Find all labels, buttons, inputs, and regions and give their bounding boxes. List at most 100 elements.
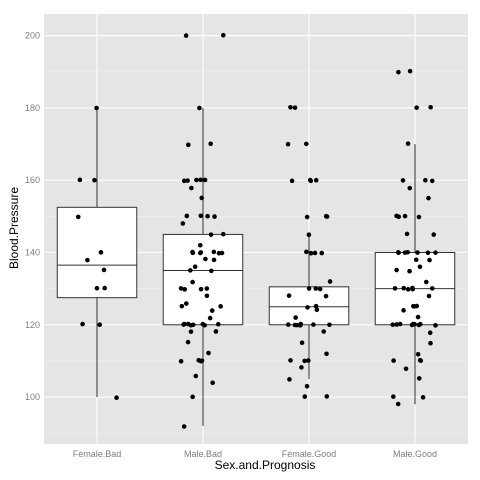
data-point: [212, 214, 217, 219]
data-point: [405, 249, 410, 255]
data-point: [401, 308, 406, 313]
data-point: [220, 32, 226, 38]
data-point: [323, 213, 329, 219]
data-point: [319, 250, 325, 256]
data-point: [395, 401, 401, 407]
data-point: [184, 301, 189, 306]
data-point: [391, 358, 396, 363]
data-point: [85, 257, 90, 263]
data-point: [97, 322, 102, 328]
data-point: [213, 329, 219, 334]
data-point: [433, 250, 438, 255]
data-point: [302, 358, 307, 364]
data-point: [394, 267, 399, 273]
data-point: [418, 358, 424, 363]
data-point: [75, 214, 81, 220]
data-point: [395, 250, 401, 255]
data-point: [298, 323, 303, 328]
data-point: [423, 177, 428, 183]
data-point: [203, 256, 208, 262]
data-point: [431, 232, 437, 237]
data-point: [400, 178, 406, 183]
data-point: [215, 321, 221, 327]
data-point: [189, 185, 194, 191]
data-point: [114, 395, 119, 401]
data-point: [286, 322, 291, 327]
x-tick-label: Male.Bad: [184, 449, 222, 459]
data-point: [390, 322, 396, 328]
data-point: [77, 177, 83, 183]
data-point: [427, 257, 432, 263]
data-point: [198, 286, 204, 292]
data-point: [305, 305, 310, 310]
data-point: [190, 250, 196, 256]
data-point: [304, 214, 310, 220]
data-point: [186, 142, 191, 148]
data-point: [299, 340, 305, 345]
data-point: [396, 69, 401, 75]
x-tick-label: Female.Bad: [73, 449, 122, 459]
data-point: [218, 304, 223, 309]
data-point: [199, 195, 204, 201]
data-point: [193, 373, 199, 379]
data-point: [181, 178, 187, 184]
data-point: [288, 358, 293, 363]
data-point: [409, 322, 415, 328]
data-point: [181, 322, 186, 327]
data-point: [306, 286, 312, 291]
data-point: [98, 250, 104, 255]
data-point: [220, 231, 226, 237]
data-point: [307, 177, 313, 183]
data-point: [190, 322, 196, 328]
data-point: [190, 279, 195, 285]
data-point: [287, 377, 292, 382]
x-tick-label: Female.Good: [282, 449, 337, 459]
data-point: [179, 303, 185, 309]
data-point: [198, 177, 203, 183]
data-point: [392, 286, 398, 291]
data-point: [190, 394, 195, 400]
data-point: [415, 314, 421, 320]
data-point: [209, 308, 215, 313]
data-point: [411, 304, 417, 309]
data-point: [424, 279, 429, 285]
data-point: [184, 213, 190, 219]
data-point: [94, 105, 99, 111]
data-point: [208, 141, 213, 147]
data-point: [197, 242, 203, 248]
data-point: [180, 221, 186, 226]
y-axis-title: Blood.Pressure: [7, 187, 21, 269]
box-female-bad: [56, 107, 138, 398]
data-point: [404, 231, 410, 237]
data-point: [324, 394, 330, 399]
data-point: [327, 279, 333, 284]
data-point: [288, 105, 293, 110]
y-tick-label: 160: [25, 175, 40, 185]
data-point: [192, 264, 198, 270]
data-point: [308, 250, 314, 256]
data-point: [324, 351, 329, 357]
box-iqr: [56, 206, 138, 299]
data-point: [306, 358, 311, 363]
data-point: [211, 257, 217, 263]
data-point: [285, 141, 291, 147]
data-point: [312, 250, 318, 256]
data-point: [182, 287, 188, 292]
data-point: [426, 195, 431, 201]
data-point: [428, 340, 433, 346]
data-point: [206, 350, 211, 356]
data-point: [407, 185, 413, 191]
data-point: [415, 351, 421, 357]
data-point: [401, 285, 407, 291]
data-point: [198, 250, 204, 255]
data-point: [314, 307, 320, 313]
data-points: [75, 32, 438, 429]
data-point: [304, 383, 310, 389]
data-point: [415, 250, 420, 255]
data-point: [428, 104, 433, 110]
data-point: [185, 339, 191, 345]
data-point: [289, 178, 295, 184]
data-point: [394, 322, 399, 327]
data-point: [293, 315, 298, 320]
data-point: [410, 285, 415, 291]
